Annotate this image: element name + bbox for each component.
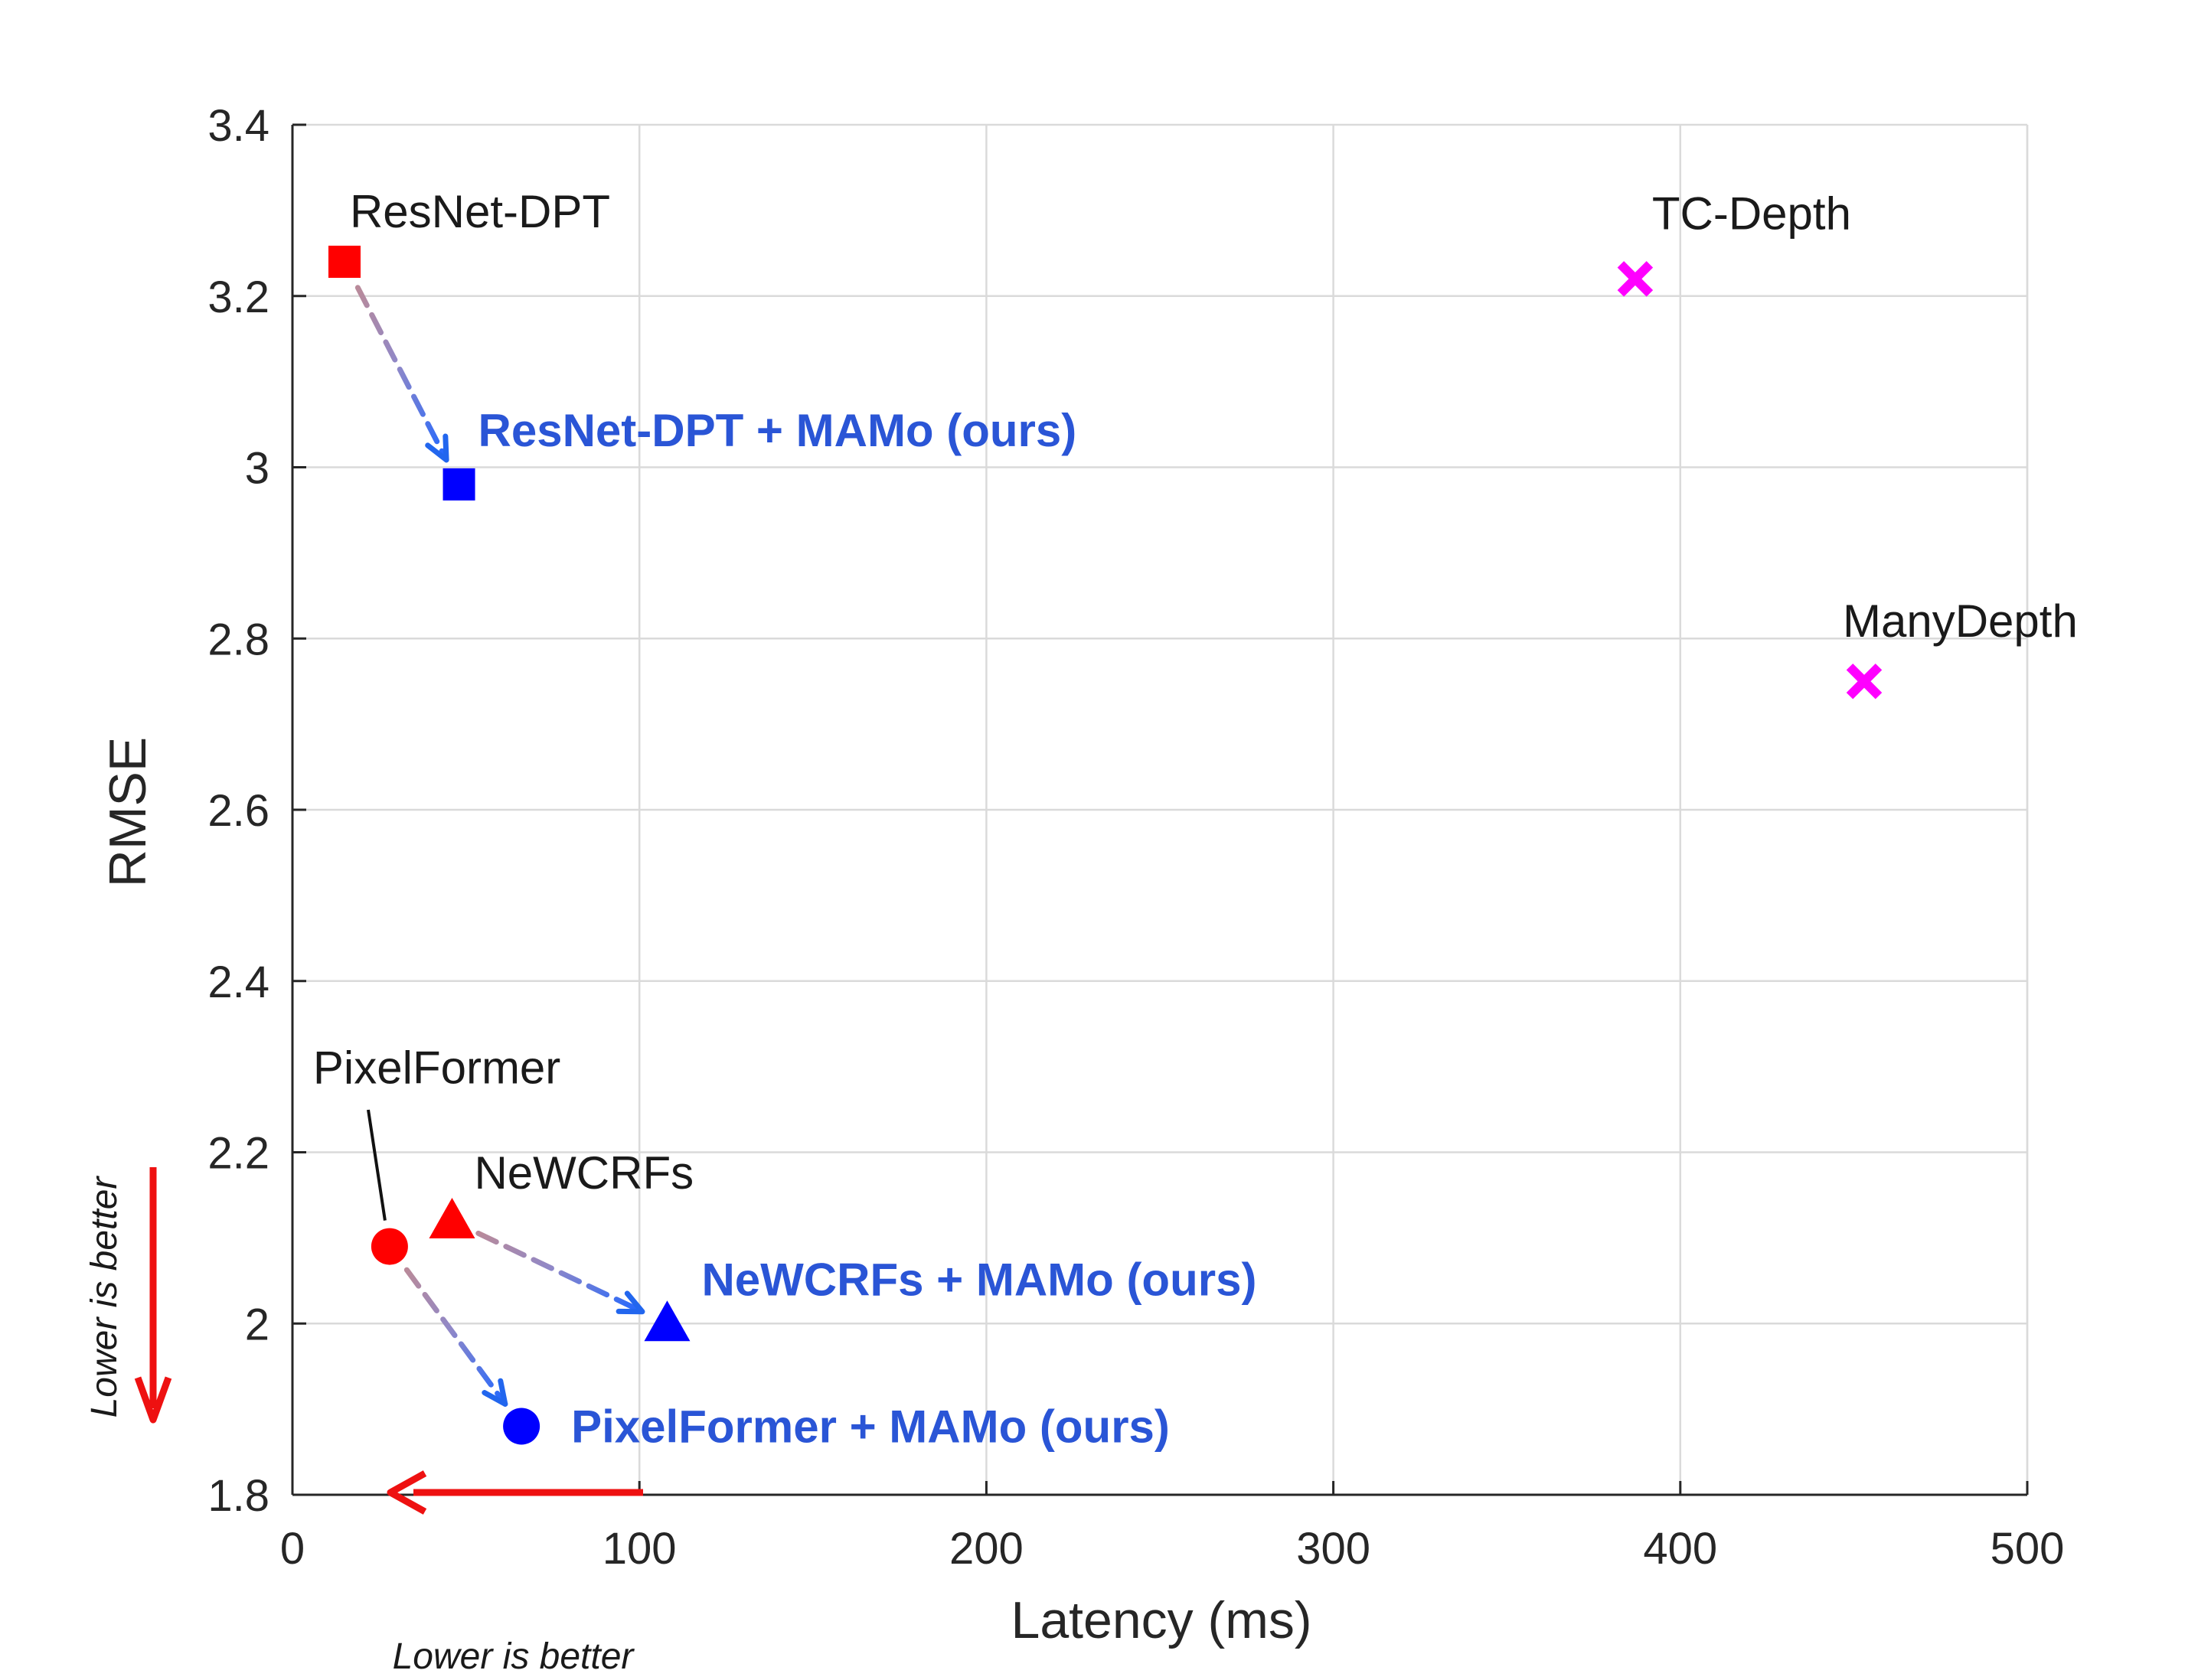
y-tick-label: 2.6 [207, 786, 269, 836]
y-tick-label: 2 [245, 1300, 269, 1349]
tick-labels: 0 100 200 300 400 500 1.8 2 2.2 2.4 2.6 2.8 3 3.2 3.4 [207, 101, 2064, 1574]
label-newcrfs-mamo-ours: NeWCRFs + MAMo (ours) [701, 1254, 1256, 1305]
label-callouts [367, 1109, 387, 1221]
y-better-text: Lower is better [84, 1176, 125, 1418]
label-tc-depth: TC-Depth [1652, 188, 1851, 239]
point-tc-depth [1617, 261, 1654, 297]
y-tick-label: 3.2 [207, 272, 269, 322]
x-tick-label: 500 [1991, 1524, 2065, 1574]
x-tick-label: 0 [280, 1524, 305, 1574]
label-pixelformer: PixelFormer [313, 1042, 560, 1094]
x-tick-label: 400 [1643, 1524, 1717, 1574]
grid-lines [292, 123, 2029, 1495]
label-resnet-dpt-mamo-ours: ResNet-DPT + MAMo (ours) [478, 405, 1077, 456]
y-axis-title: RMSE [99, 737, 157, 887]
point-newcrfs [429, 1198, 475, 1238]
label-newcrfs: NeWCRFs [474, 1147, 694, 1199]
y-better-annotation: Lower is better [84, 1167, 172, 1424]
y-tick-label: 1.8 [207, 1471, 269, 1521]
point-newcrfs-mamo-ours [644, 1300, 691, 1342]
x-tick-label: 300 [1296, 1524, 1370, 1574]
y-tick-label: 2.4 [207, 957, 269, 1007]
arrow-newcrfs [475, 1230, 645, 1315]
point-pixelformer [371, 1228, 408, 1265]
x-tick-label: 100 [603, 1524, 677, 1574]
arrow-resnet-dpt [354, 285, 449, 463]
point-labels: ResNet-DPT ResNet-DPT + MAMo (ours) TC-Dep… [313, 186, 2078, 1453]
improvement-arrows [354, 285, 645, 1407]
pixelformer-callout-line [367, 1109, 387, 1221]
point-resnet-dpt-mamo-ours [443, 468, 475, 501]
arrow-pixelformer [403, 1267, 508, 1407]
point-resnet-dpt [328, 246, 361, 278]
arrowhead-newcrfs [616, 1290, 645, 1315]
x-better-annotation: Lower is better [387, 1470, 643, 1677]
label-manydepth: ManyDepth [1843, 595, 2078, 647]
y-tick-label: 3 [245, 444, 269, 494]
x-better-arrow-head [387, 1470, 427, 1515]
label-pixelformer-mamo-ours: PixelFormer + MAMo (ours) [571, 1401, 1170, 1453]
data-points [328, 246, 1883, 1445]
arrowhead-pixelformer [482, 1378, 508, 1407]
x-axis-title: Latency (ms) [1011, 1591, 1312, 1649]
x-tick-label: 200 [949, 1524, 1024, 1574]
arrowhead-resnet-dpt [425, 433, 449, 463]
y-better-arrow-head [134, 1376, 172, 1424]
y-tick-label: 2.8 [207, 615, 269, 664]
y-tick-label: 3.4 [207, 101, 269, 151]
x-better-text: Lower is better [393, 1636, 635, 1677]
point-pixelformer-mamo-ours [503, 1408, 541, 1445]
label-resnet-dpt: ResNet-DPT [350, 186, 610, 237]
y-tick-label: 2.2 [207, 1129, 269, 1179]
point-manydepth [1846, 663, 1883, 700]
